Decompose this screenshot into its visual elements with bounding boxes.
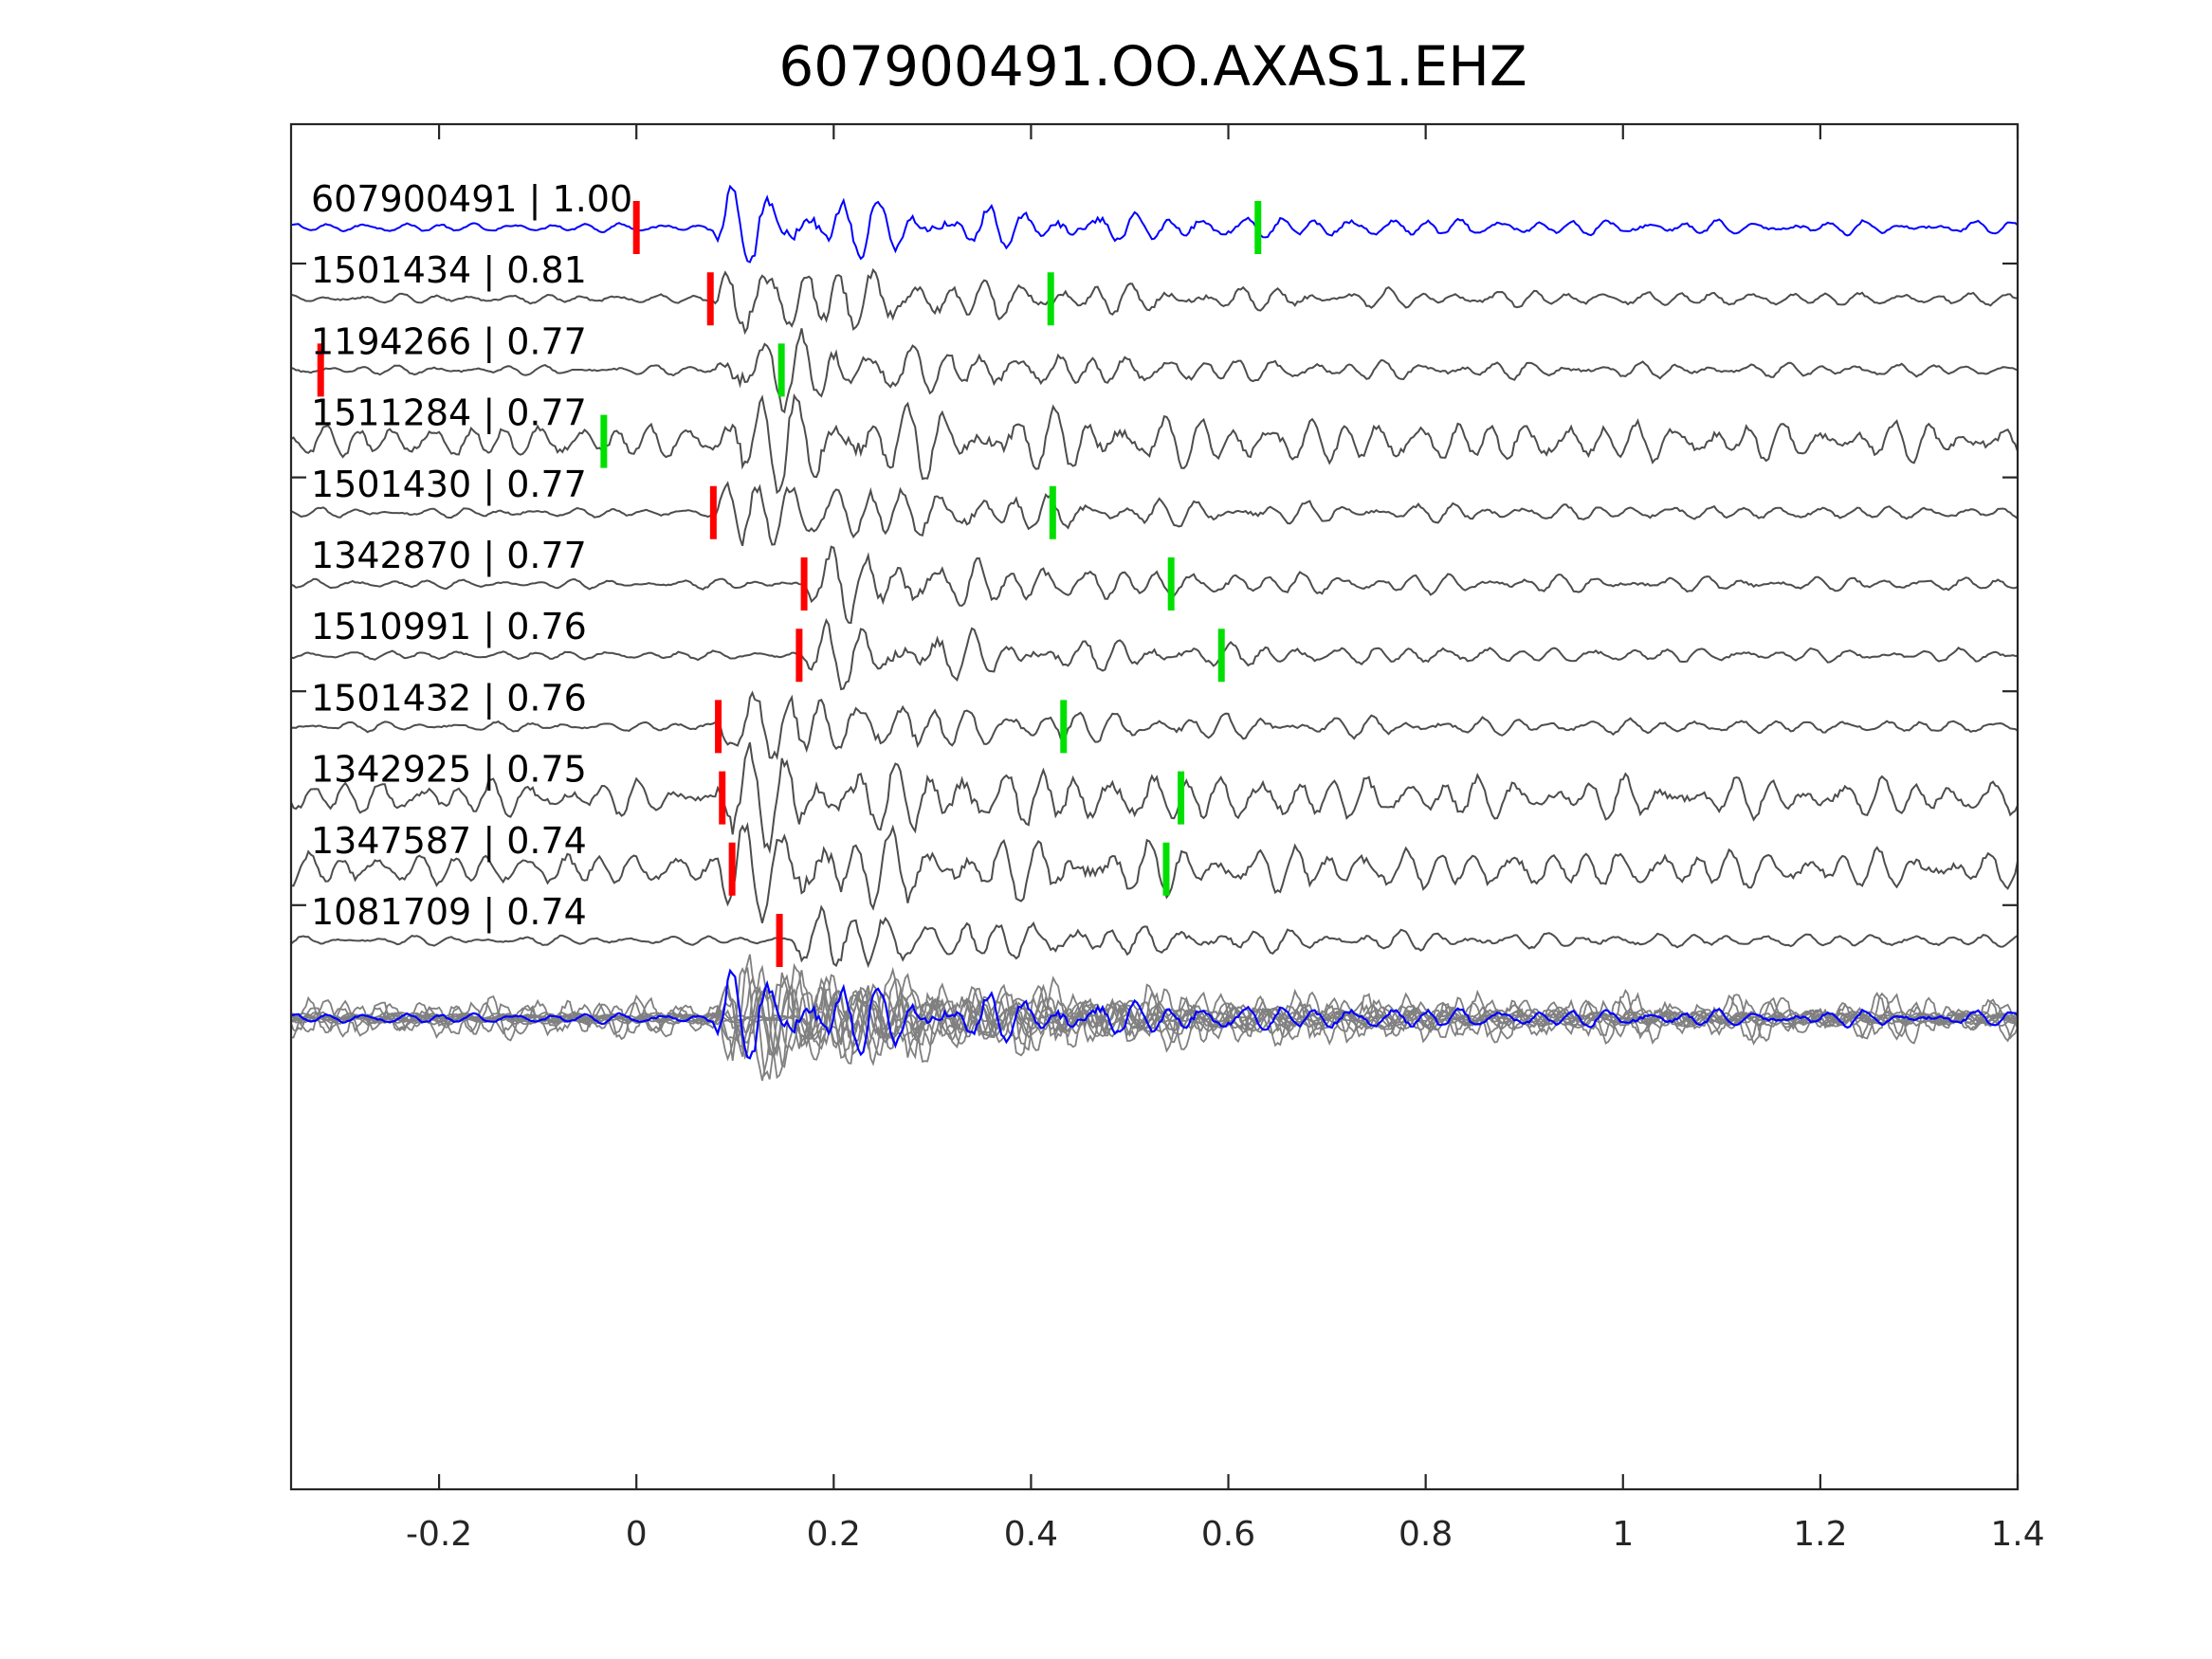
trace-label: 1501432 | 0.76 [311,677,587,720]
trace-1342925 [290,742,2019,855]
x-tick-label: 0.4 [1004,1515,1058,1554]
trace-1511284 [290,392,2019,495]
chart-title: 607900491.OO.AXAS1.EHZ [778,34,1526,99]
stack-template-trace [290,968,2019,1060]
trace-1501430 [290,481,2019,547]
trace-607900491 [290,184,2019,264]
trace-1194266 [290,328,2019,414]
trace-label: 1511284 | 0.77 [311,392,587,435]
x-axis: -0.2 0 0.2 0.4 0.6 0.8 1 1.2 1.4 [291,124,2045,1554]
trace-1501432 [290,690,2019,760]
trace-label: 1342870 | 0.77 [311,535,587,577]
trace-label: 1501434 | 0.81 [311,249,587,292]
trace-1081709 [290,904,2019,969]
x-tick-label: -0.2 [406,1515,472,1554]
trace-1510991 [290,617,2019,691]
trace-1501434 [290,267,2019,336]
x-tick-label: 0.6 [1201,1515,1255,1554]
trace-1342870 [290,545,2019,625]
trace-label: 1342925 | 0.75 [311,749,587,792]
trace-label: 1081709 | 0.74 [311,891,587,934]
trace-label: 1510991 | 0.76 [311,606,587,648]
trace-label: 1501430 | 0.77 [311,464,587,506]
x-tick-label: 0.8 [1398,1515,1453,1554]
axes-frame [289,122,2020,1491]
trace-label: 607900491 | 1.00 [311,178,632,221]
plot-area: 607900491 | 1.00 1501434 | 0.81 1194266 | … [290,178,2019,1082]
trace-label: 1194266 | 0.77 [311,320,587,363]
x-tick-label: 1 [1612,1515,1634,1554]
trace-1347587 [290,821,2019,923]
trace-label: 1347587 | 0.74 [311,820,587,863]
stack-trace [290,976,2019,1050]
x-tick-label: 1.2 [1793,1515,1847,1554]
x-tick-label: 0.2 [807,1515,861,1554]
x-tick-label: 0 [626,1515,648,1554]
x-tick-label: 1.4 [1990,1515,2044,1554]
